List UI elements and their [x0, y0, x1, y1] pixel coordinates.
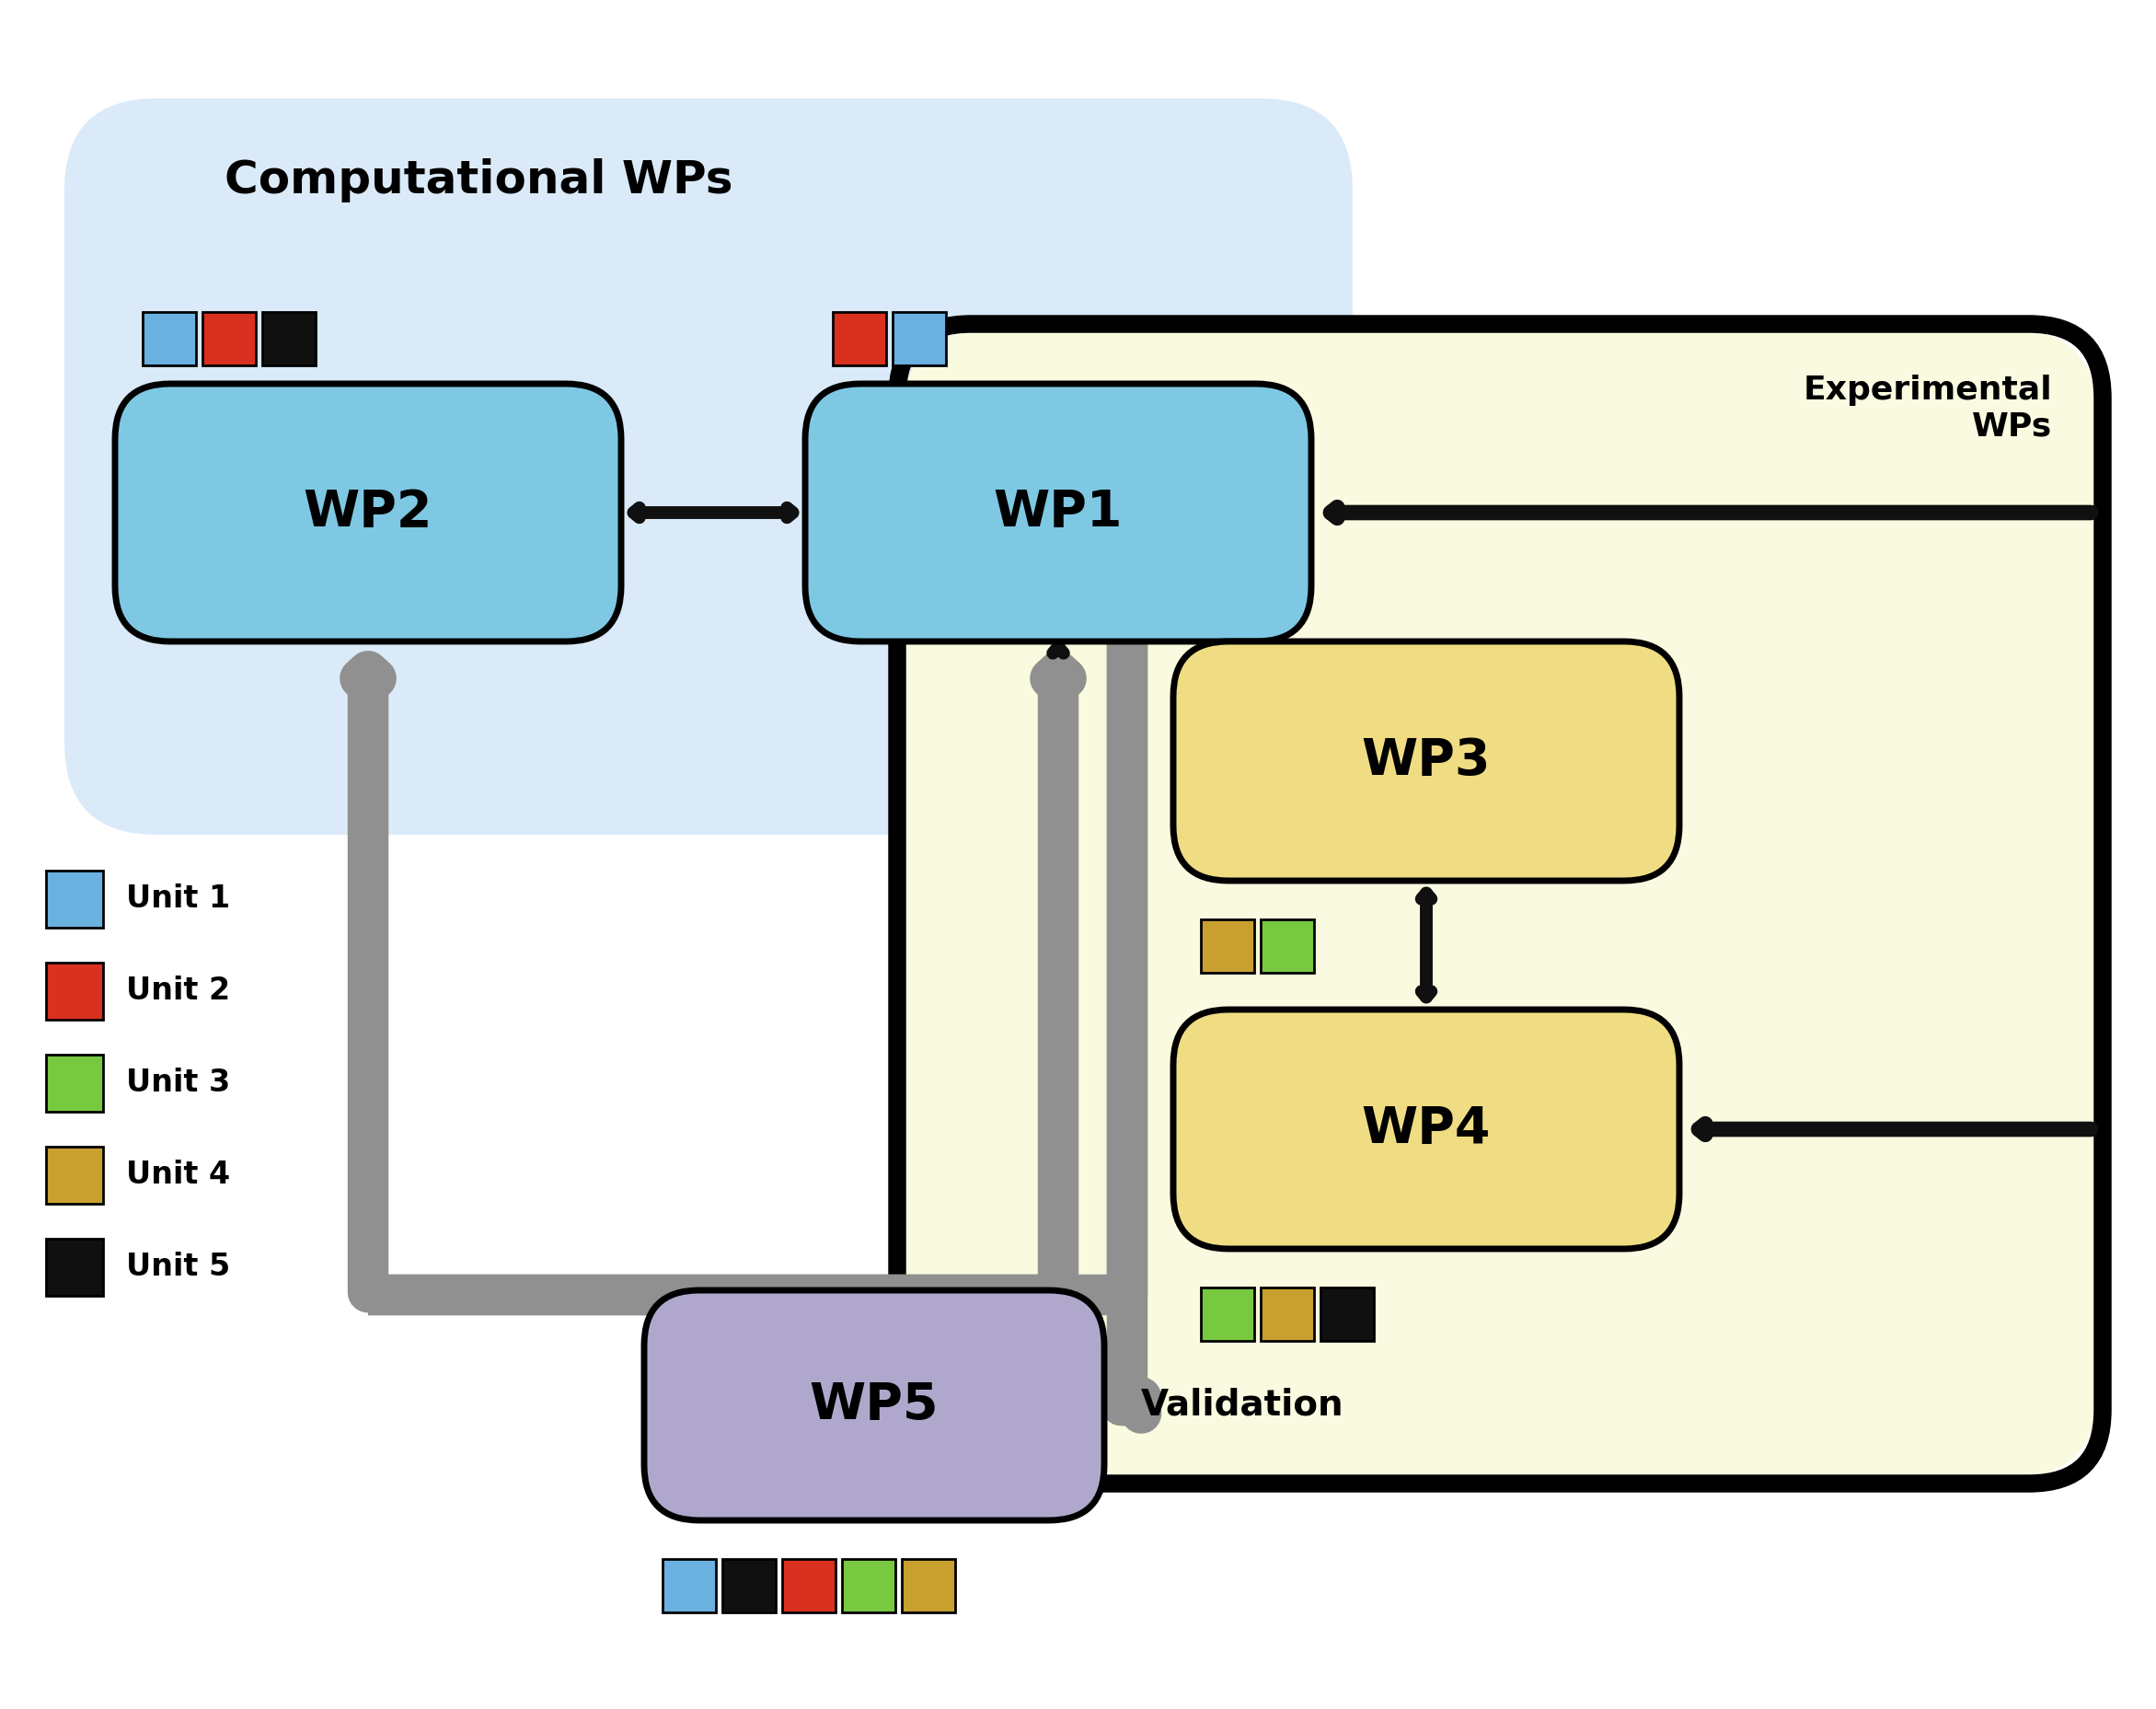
Text: Unit 2: Unit 2 — [125, 976, 231, 1007]
Bar — [722, 1559, 776, 1612]
Text: WP3: WP3 — [1363, 737, 1492, 786]
Bar — [45, 1239, 103, 1295]
FancyBboxPatch shape — [901, 328, 2098, 1478]
Text: Unit 1: Unit 1 — [125, 884, 231, 914]
Text: Computational WPs: Computational WPs — [224, 159, 733, 202]
Bar — [45, 962, 103, 1020]
Text: WP2: WP2 — [304, 487, 433, 537]
Text: Validation: Validation — [1141, 1388, 1343, 1424]
Bar — [203, 313, 257, 366]
Text: WP5: WP5 — [808, 1381, 938, 1430]
Text: WP4: WP4 — [1363, 1104, 1492, 1154]
FancyBboxPatch shape — [804, 385, 1311, 641]
Bar — [45, 870, 103, 928]
Bar — [45, 1054, 103, 1113]
Bar — [263, 313, 315, 366]
Bar — [832, 313, 886, 366]
Bar — [662, 1559, 716, 1612]
Text: Experimental
WPs: Experimental WPs — [1802, 374, 2053, 443]
Bar — [1201, 919, 1255, 972]
FancyBboxPatch shape — [645, 1290, 1104, 1521]
Bar — [1261, 919, 1313, 972]
Text: Unit 4: Unit 4 — [125, 1160, 231, 1191]
Bar — [1201, 1287, 1255, 1342]
FancyBboxPatch shape — [1173, 1010, 1680, 1249]
Text: Unit 3: Unit 3 — [125, 1068, 231, 1099]
Bar — [893, 313, 946, 366]
FancyBboxPatch shape — [114, 385, 621, 641]
Text: WP1: WP1 — [994, 487, 1123, 537]
FancyBboxPatch shape — [1173, 641, 1680, 880]
Bar — [843, 1559, 895, 1612]
FancyBboxPatch shape — [65, 99, 1352, 834]
Bar — [142, 313, 196, 366]
Text: Unit 5: Unit 5 — [125, 1253, 231, 1282]
Bar — [783, 1559, 837, 1612]
Bar — [901, 1559, 955, 1612]
Bar — [1319, 1287, 1373, 1342]
Bar — [1261, 1287, 1313, 1342]
Bar — [45, 1147, 103, 1203]
